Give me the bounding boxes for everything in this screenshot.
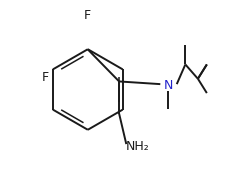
Text: F: F <box>42 71 49 84</box>
Text: F: F <box>84 9 91 22</box>
Text: N: N <box>164 79 173 91</box>
Text: NH₂: NH₂ <box>126 140 150 153</box>
